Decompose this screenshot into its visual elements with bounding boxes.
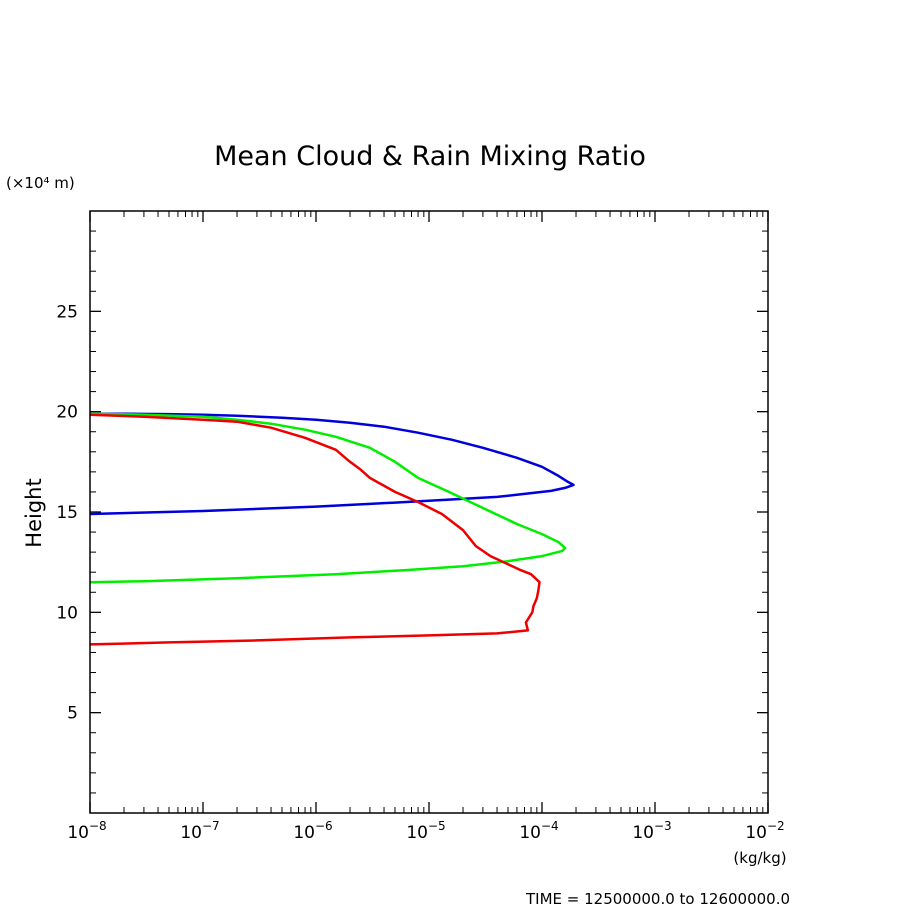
y-axis-label: Height bbox=[22, 478, 46, 547]
plot-frame bbox=[89, 210, 769, 814]
x-axis-label: (kg/kg) bbox=[733, 849, 786, 867]
y-tick-label: 5 bbox=[67, 704, 78, 724]
series-line-3 bbox=[89, 413, 541, 646]
y-tick-label: 20 bbox=[56, 403, 78, 423]
x-tick-label: 10−5 bbox=[406, 819, 445, 843]
y-axis-unit-label: (×10⁴ m) bbox=[6, 174, 75, 192]
y-tick-label: 10 bbox=[56, 603, 78, 623]
chart-title: Mean Cloud & Rain Mixing Ratio bbox=[214, 141, 646, 172]
x-tick-label: 10−2 bbox=[745, 819, 784, 843]
x-tick-label: 10−4 bbox=[519, 819, 558, 843]
time-range-footer: TIME = 12500000.0 to 12600000.0 bbox=[525, 890, 790, 904]
x-tick-label: 10−6 bbox=[293, 819, 332, 843]
x-tick-label: 10−8 bbox=[67, 819, 106, 843]
x-tick-label: 10−3 bbox=[632, 819, 671, 843]
y-tick-label: 25 bbox=[56, 302, 78, 322]
series-line-1 bbox=[89, 412, 575, 516]
x-tick-label: 10−7 bbox=[180, 819, 219, 843]
y-tick-label: 15 bbox=[56, 503, 78, 523]
series-line-2 bbox=[89, 412, 567, 584]
